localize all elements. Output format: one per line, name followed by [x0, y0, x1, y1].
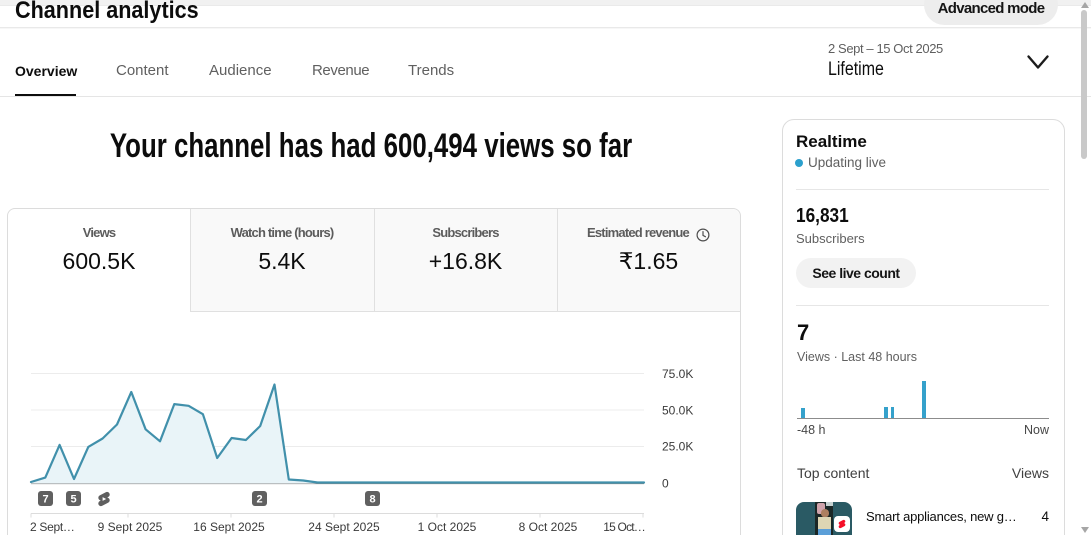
svg-text:1 Oct 2025: 1 Oct 2025 [418, 520, 477, 534]
svg-text:50.0K: 50.0K [662, 404, 693, 418]
svg-text:15 Oct…: 15 Oct… [603, 520, 645, 534]
svg-text:8: 8 [369, 494, 375, 506]
svg-text:5: 5 [70, 494, 76, 506]
svg-text:7: 7 [42, 494, 48, 506]
svg-text:25.0K: 25.0K [662, 440, 693, 454]
svg-text:2 Sept…: 2 Sept… [30, 520, 75, 534]
svg-text:8 Oct 2025: 8 Oct 2025 [519, 520, 578, 534]
svg-text:2: 2 [256, 494, 262, 506]
svg-text:24 Sept 2025: 24 Sept 2025 [308, 520, 380, 534]
svg-text:75.0K: 75.0K [662, 367, 693, 381]
svg-text:0: 0 [662, 477, 669, 491]
svg-text:16 Sept 2025: 16 Sept 2025 [193, 520, 265, 534]
svg-text:9 Sept 2025: 9 Sept 2025 [98, 520, 163, 534]
